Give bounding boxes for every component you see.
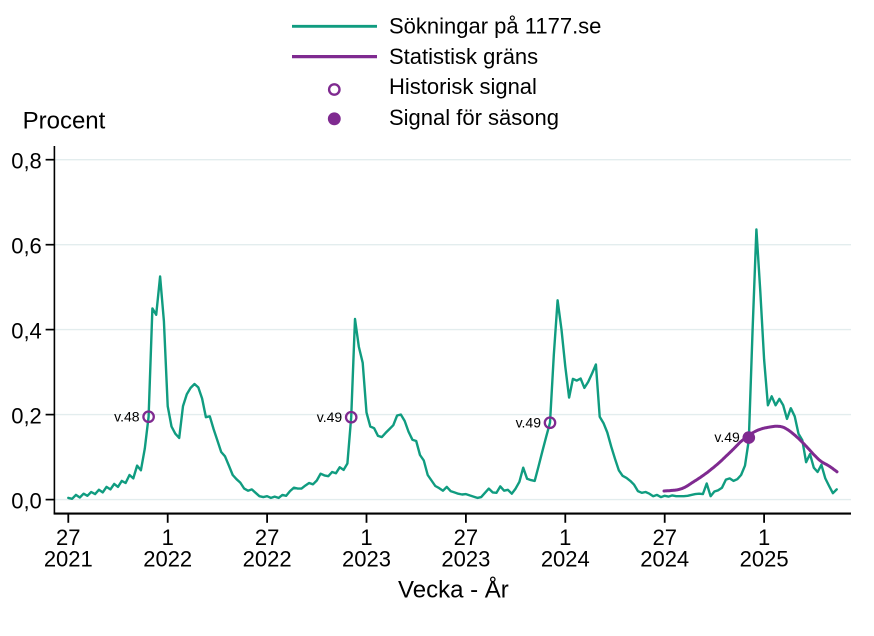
svg-text:1: 1 xyxy=(162,525,174,550)
svg-text:2021: 2021 xyxy=(44,547,93,572)
svg-text:27: 27 xyxy=(56,525,80,550)
svg-text:27: 27 xyxy=(652,525,676,550)
svg-text:0,6: 0,6 xyxy=(11,234,42,259)
svg-text:27: 27 xyxy=(255,525,279,550)
svg-text:Sökningar på 1177.se: Sökningar på 1177.se xyxy=(389,13,601,38)
svg-text:27: 27 xyxy=(454,525,478,550)
svg-text:0,4: 0,4 xyxy=(11,319,42,344)
svg-text:0,2: 0,2 xyxy=(11,404,42,429)
svg-text:Signal för säsong: Signal för säsong xyxy=(389,105,559,130)
svg-text:2022: 2022 xyxy=(143,547,192,572)
svg-text:1: 1 xyxy=(559,525,571,550)
svg-text:2024: 2024 xyxy=(541,547,590,572)
svg-text:v.49: v.49 xyxy=(516,414,542,430)
svg-text:Historisk signal: Historisk signal xyxy=(389,74,537,99)
svg-text:2023: 2023 xyxy=(441,547,490,572)
svg-text:1: 1 xyxy=(360,525,372,550)
svg-text:Vecka - År: Vecka - År xyxy=(398,575,509,603)
svg-text:2024: 2024 xyxy=(640,547,689,572)
svg-text:0,8: 0,8 xyxy=(11,149,42,174)
svg-text:2025: 2025 xyxy=(740,547,789,572)
svg-text:2023: 2023 xyxy=(342,547,391,572)
svg-text:0,0: 0,0 xyxy=(11,489,42,514)
svg-text:1: 1 xyxy=(758,525,770,550)
svg-text:v.49: v.49 xyxy=(714,429,740,445)
svg-text:Procent: Procent xyxy=(23,107,106,134)
svg-text:v.49: v.49 xyxy=(317,409,343,425)
svg-text:2022: 2022 xyxy=(243,547,292,572)
svg-text:v.48: v.48 xyxy=(114,408,140,424)
svg-text:Statistisk gräns: Statistisk gräns xyxy=(389,44,538,69)
